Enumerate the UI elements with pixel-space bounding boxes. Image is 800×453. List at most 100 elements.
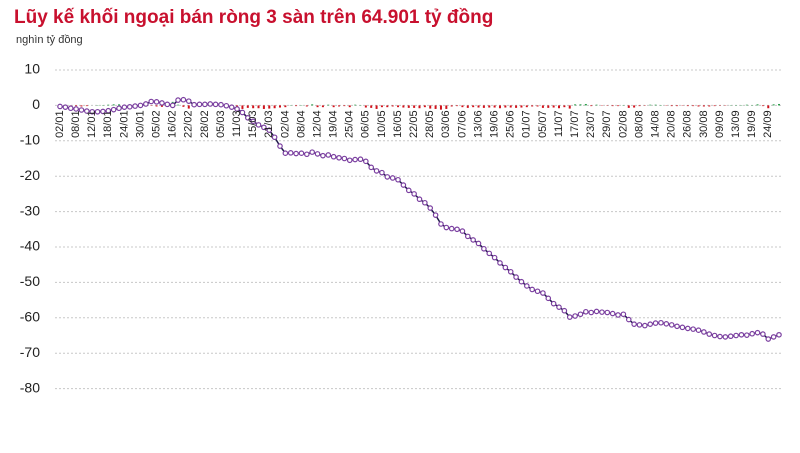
bar: [354, 104, 357, 106]
point: [78, 107, 85, 113]
point: [738, 331, 745, 338]
bar: [778, 103, 780, 106]
x-tick-label: 28/05: [424, 110, 436, 138]
point: [518, 278, 525, 285]
y-tick-label: -60: [20, 309, 40, 325]
bar: [590, 105, 593, 107]
x-tick-label: 15/03: [247, 110, 259, 138]
bar: [536, 105, 539, 107]
bar: [187, 105, 190, 109]
x-tick-label: 08/08: [633, 110, 645, 138]
point: [470, 237, 476, 243]
bar: [375, 105, 378, 109]
point: [255, 122, 262, 128]
bar: [386, 105, 389, 108]
bar: [654, 104, 657, 106]
point: [577, 311, 584, 318]
point: [62, 104, 69, 110]
point: [153, 99, 160, 105]
point: [169, 102, 176, 109]
point: [261, 124, 267, 131]
bar: [676, 105, 679, 107]
point: [652, 320, 659, 326]
y-tick-label: 10: [24, 61, 40, 77]
point: [765, 336, 772, 342]
bar: [262, 105, 265, 109]
point: [239, 109, 246, 116]
point: [67, 105, 74, 112]
point: [540, 290, 546, 296]
y-tick-label: -50: [20, 273, 40, 289]
bar: [488, 105, 491, 108]
point: [631, 321, 637, 327]
bar: [155, 105, 158, 107]
point: [384, 174, 391, 180]
x-tick-label: 08/04: [295, 110, 307, 138]
point: [293, 150, 299, 157]
x-tick-label: 30/08: [698, 110, 710, 138]
bar: [278, 105, 281, 108]
point: [561, 307, 568, 314]
point: [110, 106, 117, 113]
bar: [772, 104, 775, 106]
bar: [568, 105, 571, 109]
bar: [547, 105, 550, 108]
x-tick-label: 01/07: [521, 110, 533, 138]
point: [599, 309, 605, 315]
point: [744, 332, 750, 338]
x-tick-label: 24/01: [118, 110, 130, 138]
bar: [364, 105, 367, 108]
bar: [257, 105, 260, 109]
x-tick-label: 22/02: [183, 110, 195, 138]
bar: [327, 104, 330, 106]
point: [459, 228, 466, 234]
bar: [343, 105, 346, 107]
x-tick-label: 02/08: [617, 110, 629, 138]
point: [625, 316, 632, 323]
bar: [520, 105, 523, 108]
x-tick-label: 02/04: [279, 110, 291, 138]
bar: [107, 104, 110, 106]
bar: [391, 105, 394, 107]
bar: [112, 104, 115, 106]
point: [690, 326, 696, 332]
point: [84, 108, 90, 114]
x-tick-label: 02/01: [54, 110, 66, 138]
x-tick-label: 30/01: [134, 110, 146, 138]
bar: [380, 105, 383, 108]
point: [73, 106, 79, 112]
bar: [429, 105, 432, 109]
bar: [397, 105, 400, 108]
point: [486, 250, 493, 257]
point: [57, 103, 63, 110]
x-tick-label: 19/04: [328, 110, 340, 138]
bar: [504, 105, 507, 108]
bar: [697, 105, 700, 107]
point: [776, 331, 782, 338]
x-tick-label: 20/08: [666, 110, 678, 138]
bar: [246, 105, 249, 108]
point: [647, 321, 654, 327]
point: [271, 134, 278, 141]
point: [196, 101, 203, 108]
bar: [579, 104, 582, 106]
point: [534, 288, 541, 295]
point: [379, 169, 385, 176]
point: [695, 327, 702, 333]
point: [320, 152, 326, 159]
point: [352, 156, 358, 163]
bar: [160, 105, 163, 107]
point: [373, 168, 380, 174]
point: [609, 310, 616, 317]
point: [341, 155, 348, 162]
bar: [627, 105, 630, 108]
bar: [252, 105, 255, 109]
point: [529, 286, 535, 293]
bar: [472, 105, 475, 108]
point: [711, 332, 718, 339]
point: [760, 331, 766, 337]
bar: [541, 105, 544, 108]
point: [175, 97, 181, 103]
point: [679, 324, 686, 331]
point: [416, 196, 423, 203]
